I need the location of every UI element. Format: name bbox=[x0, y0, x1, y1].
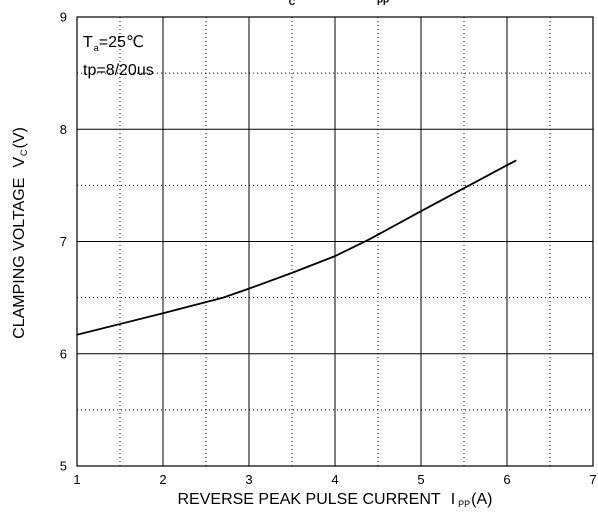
y-axis-label-text: CLAMPING VOLTAGE bbox=[11, 178, 28, 339]
title-fragments: C PP bbox=[289, 0, 389, 7]
x-axis-label-unit: (A) bbox=[471, 491, 492, 508]
x-tick-label: 4 bbox=[331, 472, 338, 487]
plot-frame bbox=[76, 16, 594, 467]
annotation-temperature-subscript: a bbox=[94, 43, 99, 53]
y-axis-label-symbol: V bbox=[11, 157, 28, 168]
title-fragment-pp: PP bbox=[377, 0, 389, 7]
x-tick-labels: 1 2 3 4 5 6 7 bbox=[73, 472, 596, 487]
y-axis-label: CLAMPING VOLTAGE VC(V) bbox=[11, 127, 29, 339]
annotation-pulse: tp=8/20us bbox=[83, 62, 154, 79]
x-tick-label: 7 bbox=[589, 472, 596, 487]
x-tick-label: 3 bbox=[245, 472, 252, 487]
x-tick-label: 1 bbox=[73, 472, 80, 487]
y-tick-labels: 5 6 7 8 9 bbox=[60, 10, 67, 474]
x-tick-label: 6 bbox=[503, 472, 510, 487]
annotation-temperature: Ta=25℃ bbox=[83, 34, 144, 53]
x-axis-label-text: REVERSE PEAK PULSE CURRENT bbox=[178, 491, 441, 508]
x-tick-label: 5 bbox=[417, 472, 424, 487]
y-axis-label-subscript: C bbox=[19, 149, 29, 156]
y-tick-label: 9 bbox=[60, 10, 67, 25]
annotation-temperature-value: =25℃ bbox=[99, 34, 144, 51]
y-tick-label: 7 bbox=[60, 234, 67, 249]
title-fragment-c: C bbox=[289, 0, 296, 7]
x-axis-label-symbol: I bbox=[451, 491, 455, 508]
annotation-temperature-symbol: T bbox=[83, 34, 93, 51]
y-tick-label: 8 bbox=[60, 122, 67, 137]
x-axis-label-subscript: PP bbox=[458, 499, 470, 509]
major-gridlines bbox=[77, 17, 593, 466]
y-axis-label-unit: (V) bbox=[11, 127, 28, 148]
x-axis-label: REVERSE PEAK PULSE CURRENT I PP(A) bbox=[178, 491, 493, 509]
x-tick-label: 2 bbox=[159, 472, 166, 487]
series-layer bbox=[76, 159, 517, 336]
y-tick-label: 6 bbox=[60, 346, 67, 361]
y-tick-label: 5 bbox=[60, 459, 67, 474]
series-line bbox=[76, 159, 517, 336]
